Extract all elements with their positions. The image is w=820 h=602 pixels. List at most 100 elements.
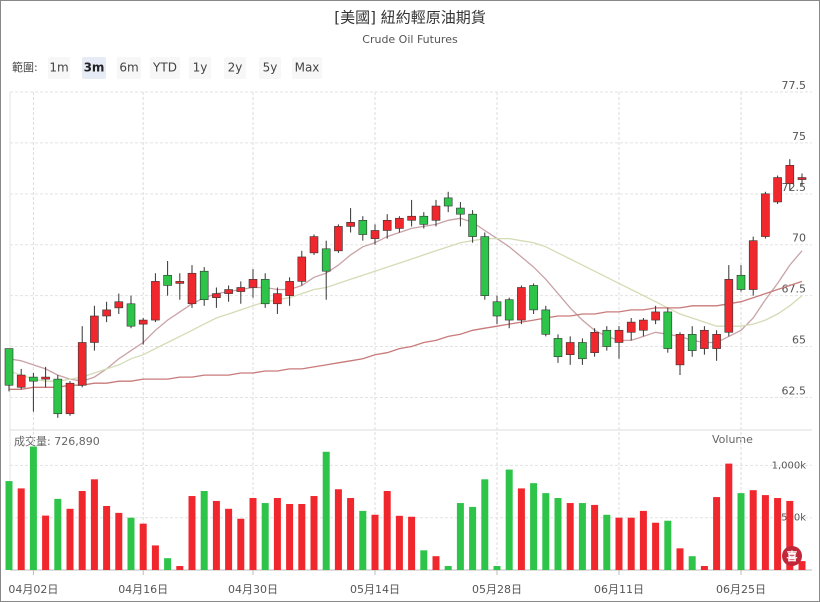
range-button-label[interactable]: 6m	[119, 61, 138, 75]
volume-bar	[139, 523, 147, 570]
candle-body	[395, 217, 404, 229]
volume-bar	[225, 508, 233, 570]
range-button-bg[interactable]	[150, 57, 180, 79]
candle-body	[407, 215, 416, 221]
volume-bar	[322, 451, 330, 570]
candle-body	[590, 331, 599, 353]
volume-bar	[249, 498, 257, 570]
volume-bar	[652, 522, 660, 570]
y-tick-label: 75	[792, 130, 806, 143]
candle-body	[260, 279, 270, 305]
volume-bar	[42, 515, 50, 570]
candle-body	[712, 334, 721, 349]
candle-body	[663, 311, 673, 349]
candle-body	[578, 342, 587, 360]
range-button-bg[interactable]	[259, 57, 281, 79]
candle-body	[773, 177, 782, 203]
candle-body	[53, 378, 63, 415]
volume-summary: 成交量: 726,890	[14, 434, 100, 448]
candle-body	[16, 374, 26, 388]
candle-body	[285, 281, 294, 296]
candle-body	[236, 287, 246, 292]
volume-bar	[176, 566, 184, 570]
range-button-label[interactable]: YTD	[152, 61, 177, 75]
range-button[interactable]: 5y	[259, 57, 281, 79]
candle-body	[358, 219, 368, 235]
range-button[interactable]: Max	[292, 57, 322, 79]
volume-bar	[456, 503, 464, 570]
candle-body	[785, 165, 795, 184]
range-button-label[interactable]: Max	[295, 61, 320, 75]
range-button[interactable]: 6m	[117, 57, 141, 79]
badge-text: 喜	[787, 549, 798, 563]
volume-bar	[542, 493, 550, 570]
candle-body	[248, 279, 258, 288]
range-button-bg[interactable]	[82, 57, 106, 79]
volume-bar	[554, 498, 562, 570]
range-button-label[interactable]: 1m	[49, 61, 68, 75]
volume-bar	[347, 498, 355, 570]
range-button[interactable]: 3m	[82, 57, 106, 79]
volume-bar	[188, 496, 196, 570]
volume-bar	[566, 503, 574, 570]
y-tick-label: 65	[792, 334, 806, 347]
volume-label: Volume	[712, 433, 753, 446]
volume-bar	[66, 508, 74, 570]
candle-body	[163, 274, 172, 286]
chart-title: [美國] 紐約輕原油期貨	[334, 9, 485, 27]
range-button[interactable]: 1y	[189, 57, 211, 79]
volume-bar	[481, 479, 489, 570]
range-button-bg[interactable]	[224, 57, 246, 79]
volume-bar	[737, 493, 745, 570]
range-button-bg[interactable]	[117, 57, 141, 79]
volume-bar	[761, 495, 769, 570]
candle-body	[687, 334, 697, 351]
volume-bar	[639, 510, 647, 570]
range-button[interactable]: 2y	[224, 57, 246, 79]
range-button-label[interactable]: 1y	[193, 61, 208, 75]
candle-body	[224, 289, 233, 294]
x-tick-label: 06月11日	[594, 583, 644, 596]
range-button-label[interactable]: 3m	[84, 61, 105, 75]
range-label: 範圍:	[12, 60, 38, 74]
range-button[interactable]: 1m	[48, 57, 70, 79]
volume-bar	[420, 550, 428, 570]
range-button-bg[interactable]	[189, 57, 211, 79]
volume-bar	[164, 558, 172, 570]
candle-body	[309, 236, 319, 254]
volume-bar	[505, 469, 513, 570]
candle-body	[431, 205, 441, 221]
moving-average-line	[9, 280, 803, 390]
candle-body	[4, 348, 14, 386]
volume-bar	[17, 488, 25, 570]
volume-tick-label: 1,000k	[772, 460, 807, 471]
candle-body	[541, 309, 551, 335]
volume-bar	[786, 500, 794, 570]
range-button-label[interactable]: 5y	[263, 61, 278, 75]
candle-body	[626, 321, 636, 333]
volume-bar	[115, 512, 123, 570]
volume-bar	[298, 503, 306, 570]
candle-body	[456, 207, 465, 215]
x-tick-label: 05月28日	[472, 583, 522, 596]
x-tick-label: 04月02日	[8, 583, 58, 596]
volume-bar	[591, 504, 599, 570]
volume-tick-label: 500k	[781, 513, 806, 524]
volume-bar	[383, 491, 391, 570]
y-tick-label: 62.5	[782, 384, 807, 397]
candle-body	[212, 293, 221, 298]
candle-body	[175, 281, 185, 284]
volume-bar	[237, 518, 245, 570]
candle-body	[77, 342, 87, 386]
y-tick-label: 70	[792, 232, 806, 245]
x-tick-label: 05月14日	[350, 583, 400, 596]
range-button[interactable]: YTD	[150, 57, 180, 79]
range-button-label[interactable]: 2y	[228, 61, 243, 75]
range-button-bg[interactable]	[48, 57, 70, 79]
volume-bar	[273, 498, 281, 570]
volume-bar	[676, 548, 684, 570]
x-tick-label: 04月16日	[118, 583, 168, 596]
range-button-bg[interactable]	[292, 57, 322, 79]
